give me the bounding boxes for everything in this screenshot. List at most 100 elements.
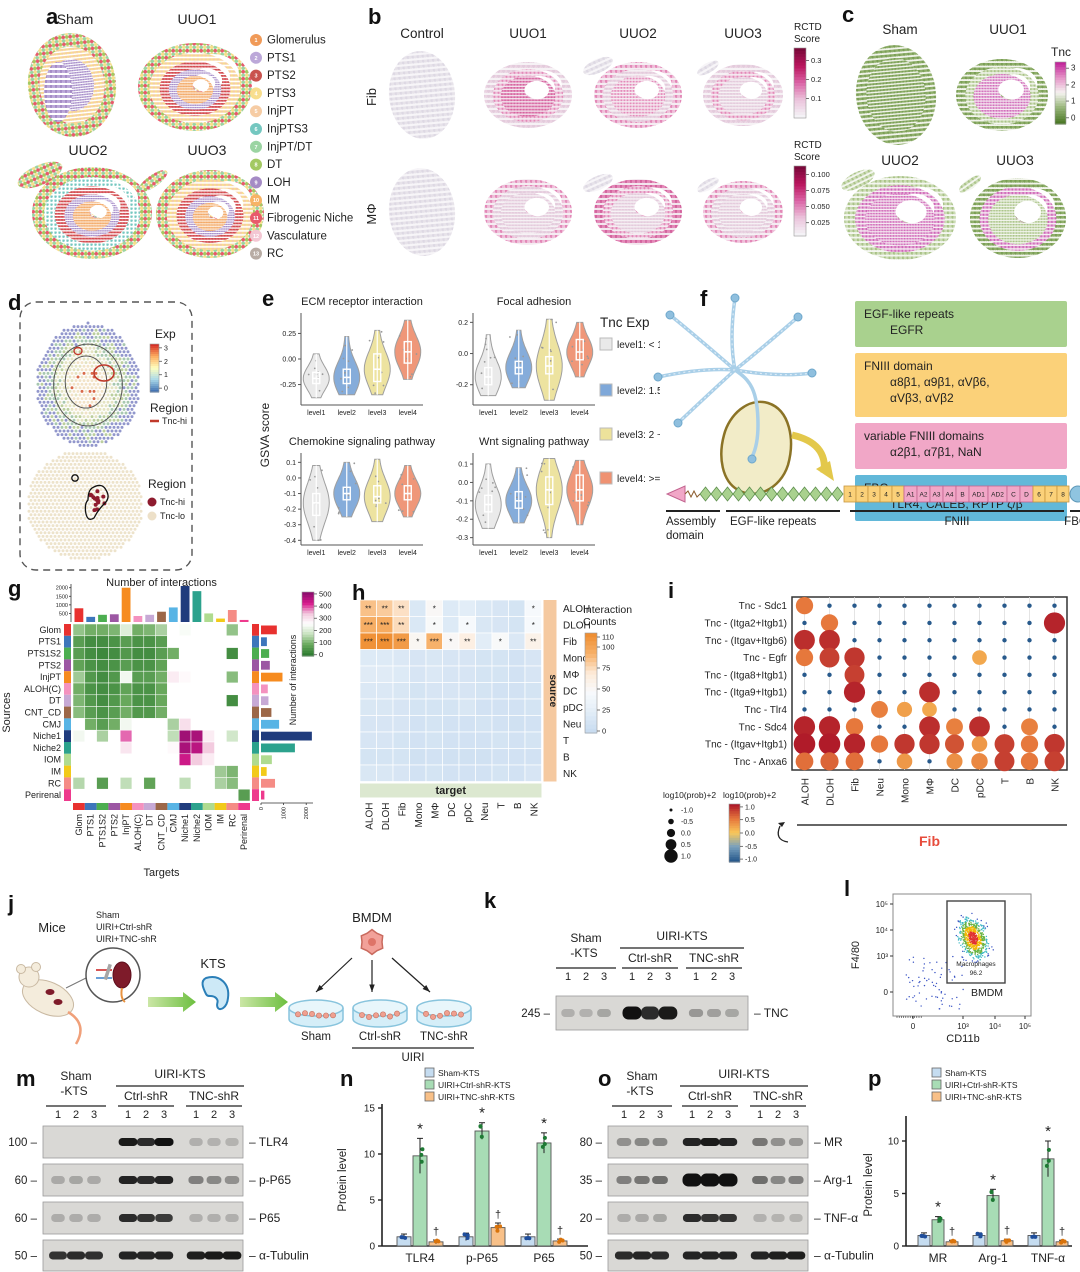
significance-mark: † <box>495 1209 501 1221</box>
legend-number: 3 <box>254 74 257 80</box>
right-bar <box>261 672 283 682</box>
colorbar-slice <box>585 720 597 726</box>
protein-band <box>225 1214 239 1222</box>
egf-repeat-icon <box>732 486 745 502</box>
heatmap-cell <box>96 623 109 637</box>
colorbar-slice <box>585 724 597 730</box>
significance-mark: * <box>935 1199 941 1216</box>
colorbar-slice <box>150 352 159 355</box>
heatmap-cell <box>226 777 239 790</box>
data-point <box>989 1189 994 1194</box>
heatmap-cell <box>190 682 204 696</box>
row-label: Niche1 <box>33 731 61 741</box>
heatmap-cell <box>84 623 97 637</box>
col-label: Mono <box>901 778 912 803</box>
fniii-segment-label: 1 <box>848 492 852 499</box>
legend-number: 2 <box>254 56 257 62</box>
heatmap-cell <box>458 764 476 782</box>
heatmap-cell <box>508 632 526 650</box>
subgroup-label: Ctrl-shR <box>688 1089 732 1103</box>
heatmap-cell <box>108 694 121 707</box>
legend-swatch <box>424 1091 435 1102</box>
row-label: MΦ <box>563 670 579 681</box>
fniii-segment-label: A4 <box>946 492 954 499</box>
heatmap-cell <box>143 682 156 696</box>
dot <box>793 733 816 755</box>
heatmap-cell <box>96 670 109 684</box>
legend-label: UIRI+TNC-shR-KTS <box>945 1092 1022 1102</box>
row-label: PTS1S2 <box>27 649 61 659</box>
dish-label: Ctrl-shR <box>359 1031 401 1043</box>
panel-p-protein-bars: 0 5 10 MR * † Arg-1 * † TNF-α * † Sham-KTS UIRI+Ctrl-… <box>863 1067 1072 1265</box>
data-point <box>560 1238 565 1243</box>
heatmap-cell <box>190 635 204 648</box>
colorbar-frame <box>793 47 807 119</box>
significance-stars: *** <box>430 637 439 646</box>
panel-label-a: a <box>46 4 59 29</box>
heatmap-cell <box>84 635 97 648</box>
tissue-section-layer <box>388 168 456 256</box>
data-point <box>978 1232 983 1237</box>
dot <box>802 620 807 626</box>
colorbar-slice <box>150 358 159 361</box>
colorbar-slice <box>150 362 159 365</box>
colorbar-slice <box>794 171 806 176</box>
right-bar <box>261 637 267 647</box>
arrow-right-icon <box>240 992 288 1012</box>
heatmap-cell <box>143 788 156 802</box>
heatmap-cell <box>119 788 133 802</box>
heatmap-cell <box>155 635 168 648</box>
heatmap-cell <box>425 731 443 749</box>
heatmap-cell <box>84 718 97 731</box>
egf-repeat-icon <box>831 486 844 502</box>
band-label: – α-Tubulin <box>814 1249 874 1263</box>
top-bar <box>204 613 214 622</box>
dish-label: TNC-shR <box>420 1031 468 1043</box>
heatmap-cell <box>167 694 180 707</box>
heatmap-cell <box>475 616 493 634</box>
legend-swatch <box>931 1067 942 1078</box>
heatmap-cell <box>167 729 180 743</box>
colorbar-title: Interaction <box>583 604 632 616</box>
right-bar <box>261 778 276 788</box>
row-label: IOM <box>44 755 61 765</box>
protein-band <box>136 1251 156 1260</box>
legend-swatch <box>250 105 262 118</box>
heatmap-cell <box>458 731 476 749</box>
colorbar-slice <box>150 350 159 353</box>
heatmap-cell <box>155 741 168 755</box>
col-label: PTS1 <box>86 814 96 837</box>
legend-swatch <box>599 383 613 397</box>
heatmap-cell <box>237 741 251 755</box>
heatmap-cell <box>226 647 239 660</box>
clamp-icon <box>103 963 112 981</box>
dot <box>1044 751 1065 772</box>
colorbar-tick: 0 <box>1071 113 1076 122</box>
legend-label: Vasculature <box>267 230 327 242</box>
band-label: – α-Tubulin <box>249 1249 309 1263</box>
bar <box>931 1219 945 1247</box>
colorbar-title: Counts <box>583 616 616 628</box>
colorbar-slice <box>1055 74 1066 79</box>
col-cat-strip <box>202 803 215 810</box>
colorbar-tick: -0.5 <box>745 844 757 851</box>
colorbar-slice <box>585 716 597 722</box>
interaction-label: Tnc - Anxa6 <box>734 757 788 768</box>
egf-repeat-icon <box>765 486 778 502</box>
heatmap-cell <box>167 718 180 731</box>
interaction-label: Tnc - Tlr4 <box>744 705 787 716</box>
dot <box>852 620 857 626</box>
dot <box>1002 672 1007 678</box>
data-point <box>419 1152 424 1157</box>
lane-number: 3 <box>665 971 671 983</box>
data-point <box>479 1134 484 1139</box>
lane-number: 1 <box>621 1109 627 1121</box>
colorbar-tick: 0.0 <box>745 831 755 838</box>
dot <box>927 603 932 608</box>
col-label: ALOH <box>364 803 375 830</box>
heatmap-cell <box>508 748 526 766</box>
protein-band <box>682 1173 702 1187</box>
top-bar <box>145 614 155 622</box>
protein-band <box>189 1138 203 1146</box>
dot <box>1052 603 1057 608</box>
